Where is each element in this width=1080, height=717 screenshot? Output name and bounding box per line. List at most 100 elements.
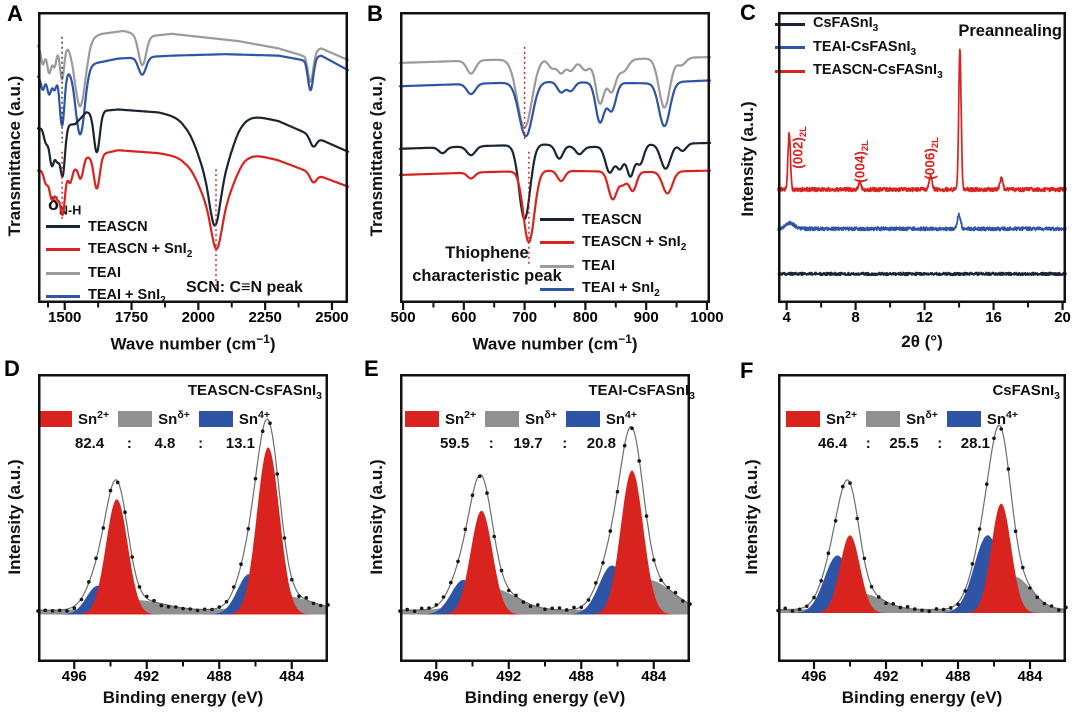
thiophene-annotation-line1: Thiophene — [445, 244, 529, 262]
thiophene-annotation: Thiophene characteristic peak — [397, 242, 577, 288]
legend-line-swatch — [775, 23, 805, 27]
panel-c-legend: CsFASnI3 TEAI-CsFASnI3 TEASCN-CsFASnI3 — [775, 13, 943, 83]
legend-item: TEASCN-CsFASnI3 — [775, 60, 943, 83]
panel-label-c: C — [740, 0, 756, 25]
ratio-colon: : — [198, 435, 204, 452]
snd-label: Snδ+ — [906, 409, 938, 428]
sn2-swatch — [38, 410, 72, 427]
ratio-colon: : — [865, 435, 871, 452]
ratio-colon: : — [126, 435, 132, 452]
ratio-value: 28.1 — [960, 435, 990, 452]
panel-label-a: A — [7, 1, 23, 26]
panel-f-ylabel: Intensity (a.u.) — [742, 459, 761, 575]
tick-label: 496 — [423, 668, 449, 685]
snd-label: Snδ+ — [158, 409, 190, 428]
panel-d-xps-legend: Sn2+ Snδ+ Sn4+ — [38, 409, 279, 428]
legend-line-swatch — [46, 295, 80, 299]
ratio-value: 20.8 — [586, 435, 616, 452]
snd-swatch — [866, 410, 901, 427]
tick-label: 900 — [633, 309, 659, 326]
panel-label-e: E — [364, 356, 379, 381]
tick-label: 2000 — [181, 309, 216, 326]
legend-line-swatch — [775, 46, 805, 50]
tick-label: 496 — [801, 668, 827, 685]
legend-item: TEASCN + SnI2 — [540, 231, 686, 254]
panel-b-legend: TEASCN TEASCN + SnI2 TEAI TEAI + SnI2 — [540, 208, 686, 301]
legend-label: TEASCN — [88, 218, 148, 235]
legend-line-swatch — [540, 218, 574, 222]
tick-label: 1000 — [690, 309, 724, 326]
sn4-label: Sn4+ — [986, 409, 1018, 428]
panel-label-f: F — [740, 358, 754, 383]
panel-c-ylabel: Intensity (a.u.) — [738, 101, 757, 217]
legend-line-swatch — [540, 241, 574, 245]
ratio-value: 82.4 — [75, 435, 105, 452]
tick-label: 496 — [61, 668, 87, 685]
legend-line-swatch — [46, 248, 80, 252]
ratio-colon: : — [488, 435, 494, 452]
sn2-swatch — [786, 410, 820, 427]
snd-swatch — [118, 410, 153, 427]
panel-a-legend: TEASCN TEASCN + SnI2 TEAI TEAI + SnI2 — [46, 215, 192, 308]
panel-e-ylabel: Intensity (a.u.) — [367, 459, 386, 575]
legend-line-swatch — [46, 271, 80, 275]
tick-label: 500 — [390, 309, 416, 326]
panel-label-b: B — [367, 1, 383, 26]
sn2-swatch — [405, 410, 439, 427]
panel-b-ylabel: Transmittance (a.u.) — [367, 75, 386, 237]
legend-item: TEAI + SnI2 — [46, 285, 192, 308]
sn4-label: Sn4+ — [605, 409, 637, 428]
tick-label: 20 — [1054, 309, 1071, 326]
legend-label: CsFASnI3 — [813, 15, 879, 35]
panel-e-xlabel: Binding energy (eV) — [464, 688, 626, 707]
panel-a-xlabel: Wave number (cm−1) — [110, 332, 276, 354]
snd-swatch — [485, 410, 520, 427]
ratio-colon: : — [937, 435, 943, 452]
tick-label: 492 — [496, 668, 522, 685]
chart-A — [36, 12, 350, 310]
legend-item: CsFASnI3 — [775, 13, 943, 36]
chart-F — [776, 374, 1068, 669]
tick-label: 800 — [572, 309, 598, 326]
snd-label: Snδ+ — [525, 409, 557, 428]
legend-item: TEAI — [540, 255, 686, 278]
legend-label: TEAI-CsFASnI3 — [813, 38, 917, 58]
legend-item: TEASCN + SnI2 — [46, 238, 192, 261]
legend-label: TEAI — [582, 258, 616, 275]
sn2-label: Sn2+ — [78, 409, 110, 428]
ratio-value: 59.5 — [440, 435, 470, 452]
tick-label: 1750 — [114, 309, 149, 326]
legend-item: TEAI-CsFASnI3 — [775, 36, 943, 59]
tick-label: 484 — [641, 668, 667, 685]
tick-label: 8 — [851, 309, 860, 326]
panel-e-xps-legend: Sn2+ Snδ+ Sn4+ — [405, 409, 646, 428]
legend-line-swatch — [540, 288, 574, 292]
panel-label-d: D — [4, 356, 20, 381]
sn4-swatch — [198, 410, 233, 427]
scn-peak-annotation: SCN: C≡N peak — [186, 279, 303, 296]
legend-line-swatch — [540, 264, 574, 268]
sn2-label: Sn2+ — [826, 409, 858, 428]
panel-c-xlabel: 2θ (°) — [901, 332, 943, 351]
chart-D — [36, 374, 330, 669]
legend-item: TEAI — [46, 262, 192, 285]
thiophene-annotation-line2: characteristic peak — [412, 267, 562, 285]
panel-b-xlabel: Wave number (cm−1) — [472, 332, 638, 354]
panel-f-ratio: 46.4 : 25.5 : 28.1 — [818, 435, 990, 452]
panel-a-ylabel: Transmittance (a.u.) — [5, 75, 24, 237]
preannealing-label: Preannealing — [958, 22, 1062, 40]
ratio-value: 13.1 — [225, 435, 255, 452]
panel-e-title: TEAI-CsFASnI3 — [588, 382, 695, 402]
ratio-value: 4.8 — [154, 435, 176, 452]
tick-label: 2500 — [315, 309, 349, 326]
panel-f-xps-legend: Sn2+ Snδ+ Sn4+ — [786, 409, 1027, 428]
sn4-label: Sn4+ — [238, 409, 270, 428]
panel-e-ratio: 59.5 : 19.7 : 20.8 — [440, 435, 616, 452]
panel-f-xlabel: Binding energy (eV) — [841, 688, 1003, 707]
legend-label: TEASCN — [582, 211, 642, 228]
tick-label: 2250 — [248, 309, 282, 326]
legend-label: TEASCN + SnI2 — [582, 233, 687, 253]
sn4-swatch — [946, 410, 981, 427]
legend-label: TEAI — [88, 265, 122, 282]
